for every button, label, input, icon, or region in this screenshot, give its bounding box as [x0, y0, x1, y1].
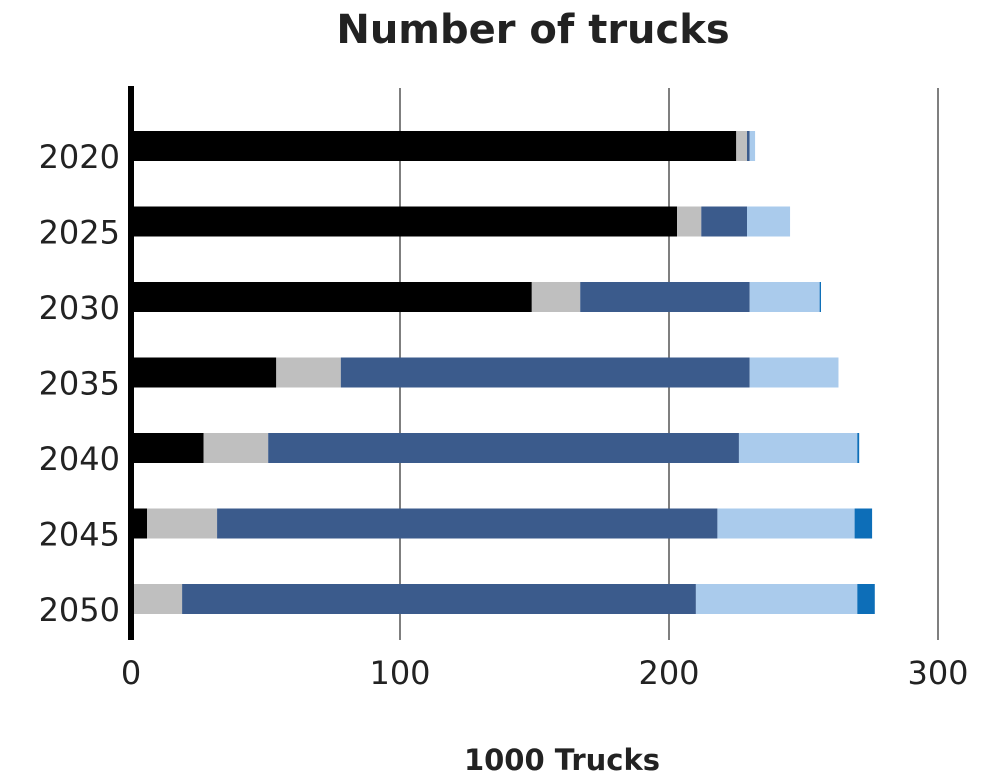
bar-segment-2045-4: [717, 508, 855, 539]
bar-segment-2030-1: [131, 282, 532, 312]
bar-segment-2045-5: [854, 508, 873, 539]
bar-segment-2045-2: [147, 508, 218, 539]
chart-title: Number of trucks: [336, 7, 729, 53]
x-tick-labels: 0 100 200 300: [121, 654, 969, 692]
bar-segment-2020-2: [736, 131, 748, 161]
bar-segment-2030-5: [819, 282, 821, 312]
x-tick-label: 200: [638, 654, 699, 692]
bar-segment-2030-3: [580, 282, 750, 312]
bar-segment-2030-4: [749, 282, 820, 312]
x-axis-label: 1000 Trucks: [464, 743, 660, 776]
x-tick-label: 300: [907, 654, 968, 692]
bar-segment-2025-2: [677, 206, 702, 237]
bar-segment-2040-5: [857, 433, 860, 463]
bar-segment-2025-4: [747, 206, 791, 237]
bar-segment-2020-3: [747, 131, 750, 161]
bar-segment-2045-1: [131, 508, 148, 539]
y-tick-label: 2025: [39, 214, 120, 252]
bar-segment-2025-3: [701, 206, 748, 237]
bar-segment-2040-1: [131, 433, 204, 463]
bar-segment-2045-3: [217, 508, 718, 539]
bar-segment-2050-5: [857, 584, 875, 614]
bars: [131, 131, 875, 614]
bar-segment-2035-1: [131, 357, 277, 388]
y-tick-labels: 2020 2025 2030 2035 2040 2045 2050: [39, 138, 120, 629]
bar-segment-2020-1: [131, 131, 737, 161]
x-tick-label: 100: [369, 654, 430, 692]
y-tick-label: 2050: [39, 591, 120, 629]
y-tick-label: 2020: [39, 138, 120, 176]
bar-segment-2020-4: [749, 131, 756, 161]
y-tick-label: 2045: [39, 516, 120, 554]
bar-segment-2050-4: [695, 584, 858, 614]
bar-segment-2035-2: [276, 357, 341, 388]
bar-segment-2040-3: [268, 433, 739, 463]
bar-segment-2050-2: [131, 584, 183, 614]
bar-segment-2040-4: [738, 433, 858, 463]
bar-segment-2035-3: [340, 357, 750, 388]
bar-segment-2030-2: [531, 282, 581, 312]
y-tick-label: 2040: [39, 440, 120, 478]
x-tick-label: 0: [121, 654, 141, 692]
y-tick-label: 2030: [39, 289, 120, 327]
bar-segment-2025-1: [131, 206, 678, 237]
bar-segment-2035-4: [749, 357, 839, 388]
bar-segment-2040-2: [203, 433, 269, 463]
y-tick-label: 2035: [39, 365, 120, 403]
bar-segment-2050-3: [182, 584, 696, 614]
